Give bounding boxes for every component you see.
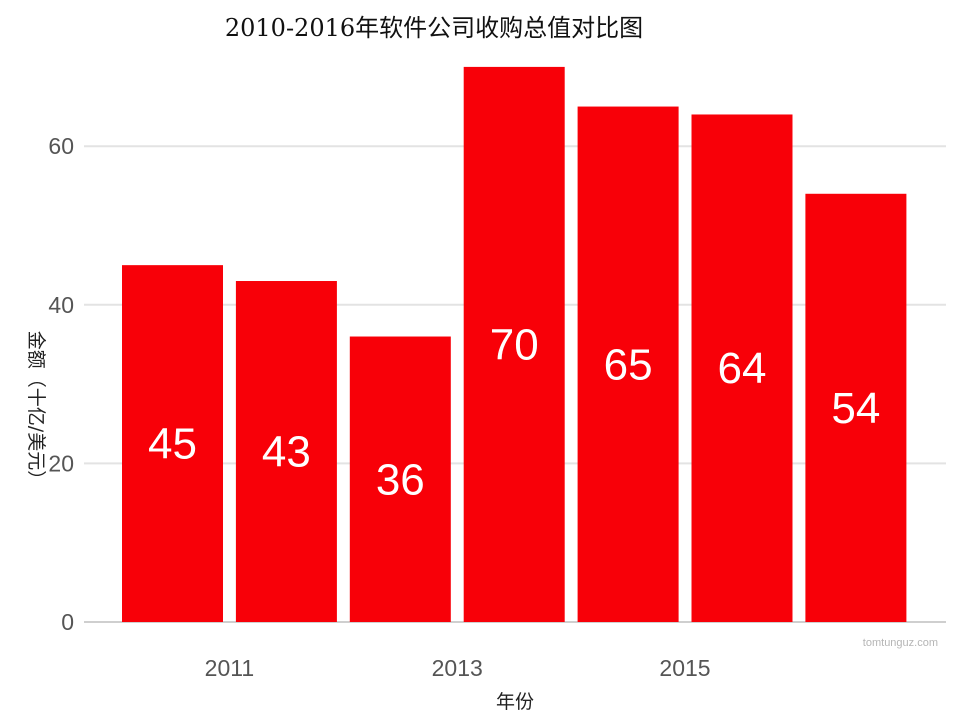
bar — [463, 66, 565, 622]
x-tick-label: 2013 — [432, 655, 483, 681]
bar-value-label: 36 — [376, 455, 425, 504]
x-axis-title: 年份 — [496, 691, 534, 713]
bar-value-label: 65 — [604, 340, 653, 389]
bar-value-label: 43 — [262, 428, 311, 477]
y-axis-ticks: 0 20 40 60 — [48, 133, 74, 635]
chart-title: 2010-2016年软件公司收购总值对比图 — [225, 14, 643, 42]
watermark: tomtunguz.com — [863, 637, 938, 649]
y-tick-label: 20 — [48, 450, 74, 476]
x-tick-label: 2015 — [659, 655, 710, 681]
bar-value-label: 64 — [718, 344, 767, 393]
bar-value-label: 70 — [490, 320, 539, 369]
bar — [235, 281, 337, 622]
y-axis-title: 金额（十亿/美元） — [25, 331, 47, 489]
x-tick-label: 2011 — [205, 655, 254, 681]
y-tick-label: 0 — [61, 609, 74, 635]
bar — [691, 114, 793, 622]
bar — [805, 193, 907, 622]
bar — [577, 106, 679, 623]
bar-value-label: 45 — [148, 420, 197, 469]
bar-value-label: 54 — [831, 384, 880, 433]
bar-labels: 45 43 36 70 65 64 54 — [148, 320, 880, 504]
y-tick-label: 60 — [48, 133, 74, 159]
x-axis-ticks: 2011 2013 2015 — [205, 655, 711, 681]
bars — [122, 66, 907, 623]
bar — [349, 336, 451, 622]
bar — [122, 265, 223, 622]
y-tick-label: 40 — [48, 292, 74, 318]
